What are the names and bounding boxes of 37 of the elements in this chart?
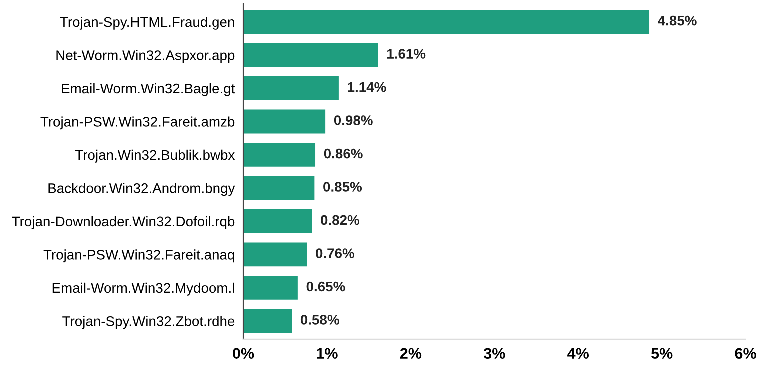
data-label: 0.65% (306, 282, 346, 292)
data-label: 4.85% (658, 16, 697, 26)
data-label: 0.85% (324, 182, 362, 192)
y-tick-label: Email-Worm.Win32.Bagle.gt (62, 83, 236, 96)
y-tick-label: Trojan-Spy.HTML.Fraud.gen (60, 16, 234, 30)
x-tick-label: 6% (735, 348, 756, 360)
bar (244, 43, 378, 68)
y-tick-label: Trojan-Downloader.Win32.Dofoil.rqb (12, 216, 235, 230)
data-label: 1.61% (388, 49, 426, 59)
x-tick-label: 0% (233, 348, 254, 360)
data-label: 0.76% (316, 248, 354, 258)
bar (244, 10, 650, 34)
data-label: 0.82% (321, 215, 360, 226)
y-tick-label: Trojan-PSW.Win32.Fareit.amzb (40, 116, 235, 130)
y-tick-label: Trojan-PSW.Win32.Fareit.anaq (44, 250, 234, 263)
data-label: 0.58% (300, 315, 340, 325)
bar (244, 110, 326, 134)
bar (244, 176, 315, 200)
data-label: 0.86% (324, 148, 363, 159)
x-tick-label: 4% (568, 348, 589, 359)
y-tick-label: Backdoor.Win32.Androm.bngy (48, 183, 236, 196)
data-label: 1.14% (348, 82, 386, 92)
bar (244, 143, 316, 167)
bar (244, 276, 298, 300)
y-tick-label: Net-Worm.Win32.Aspxor.app (56, 50, 235, 64)
bar (244, 309, 292, 334)
bar (244, 76, 339, 100)
x-tick-label: 5% (652, 348, 673, 360)
bar (244, 209, 312, 234)
x-tick-label: 2% (400, 348, 422, 359)
data-label: 0.98% (334, 116, 373, 126)
y-tick-label: Email-Worm.Win32.Mydoom.l (52, 282, 234, 296)
y-tick-label: Trojan.Win32.Bublik.bwbx (75, 150, 236, 163)
x-tick-label: 3% (484, 348, 506, 360)
y-tick-label: Trojan-Spy.Win32.Zbot.rdhe (62, 316, 235, 330)
bar (244, 242, 308, 267)
x-tick-label: 1% (317, 348, 338, 359)
